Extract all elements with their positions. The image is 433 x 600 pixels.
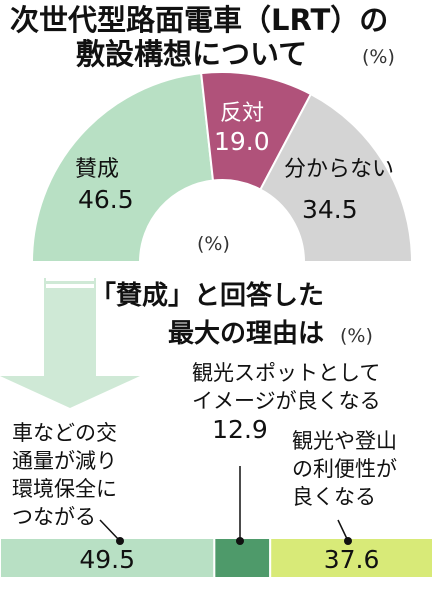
title-line-1: 次世代型路面電車（LRT）の (10, 3, 388, 37)
bar-value-2: 12.9 (212, 415, 268, 444)
bar-label-2-line-2: イメージが良くなる (192, 389, 381, 413)
slice-value-1: 46.5 (78, 185, 134, 214)
bar-label-3-line-3: 良くなる (292, 485, 376, 509)
bar-leader-dot-3 (344, 537, 352, 545)
bar-label-1-line-2: 通量が減り (12, 449, 117, 473)
bar-leader-1 (99, 519, 121, 542)
subtitle-line-2: 最大の理由は (168, 319, 324, 349)
title-line-2: 敷設構想について (76, 37, 307, 71)
subtitle-unit: (%) (340, 325, 373, 347)
slice-label-1: 賛成 (75, 157, 119, 182)
title-unit: (%) (362, 46, 395, 68)
bar-label-3-line-2: の利便性が (292, 457, 397, 481)
bar-label-3-line-1: 観光や登山 (292, 429, 397, 453)
slice-label-3: 分からない (284, 157, 394, 182)
slice-value-3: 34.5 (302, 195, 358, 224)
bar-label-1-line-1: 車などの交 (12, 421, 117, 445)
bar-leader-dot-2 (236, 537, 244, 545)
slice-label-2: 反対 (220, 101, 264, 126)
bar-label-1-line-4: つながる (12, 505, 96, 529)
donut-center-unit: (%) (197, 233, 230, 255)
bar-label-1-line-3: 環境保全に (12, 477, 117, 501)
arrow-graphic (0, 275, 140, 408)
slice-value-2: 19.0 (214, 127, 270, 156)
bar-label-2-line-1: 観光スポットとして (192, 361, 380, 385)
subtitle-line-1: 「賛成」と回答した (90, 280, 324, 311)
donut-slice-3 (259, 92, 414, 263)
bar-value-3: 37.6 (324, 545, 380, 574)
bar-leader-dot-1 (116, 537, 124, 545)
bar-value-1: 49.5 (79, 545, 135, 574)
donut-slice-1 (30, 72, 215, 263)
